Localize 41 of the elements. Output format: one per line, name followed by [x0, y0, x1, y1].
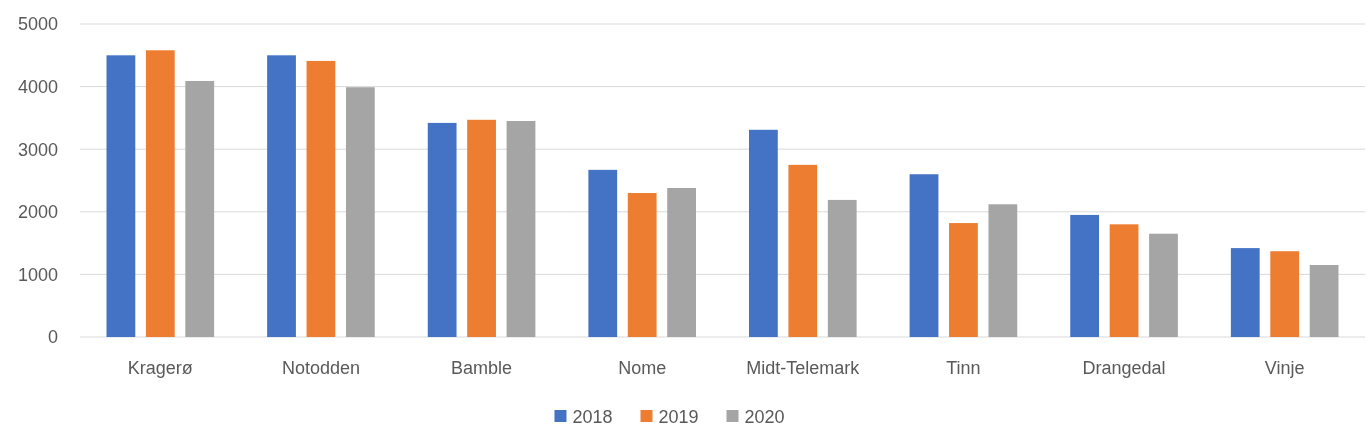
legend-label: 2019	[658, 407, 699, 428]
bar	[749, 129, 778, 337]
bar	[909, 174, 939, 337]
y-tick-label: 5000	[17, 14, 58, 35]
bar	[988, 204, 1018, 337]
bar	[1070, 214, 1100, 337]
bar	[106, 55, 136, 337]
bar	[306, 60, 336, 337]
bar	[1309, 265, 1339, 337]
bar	[588, 169, 618, 337]
bar	[788, 164, 818, 337]
x-tick-label: Bamble	[451, 358, 513, 378]
y-tick-label: 3000	[17, 139, 58, 160]
bar	[467, 119, 496, 337]
bar	[667, 188, 696, 337]
bar	[145, 50, 175, 337]
x-tick-label: Notodden	[281, 358, 360, 378]
bar	[427, 122, 457, 337]
legend-label: 2020	[744, 407, 785, 428]
bar	[1230, 248, 1260, 337]
bar	[1149, 233, 1178, 337]
bar	[1109, 224, 1139, 337]
bar	[345, 87, 375, 337]
x-tick-label: Vinje	[1264, 358, 1305, 378]
bar	[267, 55, 296, 337]
y-tick-label: 1000	[17, 264, 58, 285]
bar	[627, 193, 657, 337]
x-tick-label: Drangedal	[1082, 358, 1166, 378]
y-tick-label: 0	[47, 327, 58, 348]
y-tick-label: 4000	[17, 76, 58, 97]
x-tick-label: Nome	[618, 358, 667, 378]
x-tick-label: Midt-Telemark	[746, 358, 861, 378]
bar	[827, 199, 857, 337]
bar	[185, 80, 215, 337]
x-tick-label: Kragerø	[127, 358, 193, 378]
bar	[506, 121, 536, 337]
legend-label: 2018	[572, 407, 613, 428]
bar	[949, 223, 978, 337]
y-tick-label: 2000	[17, 202, 58, 223]
bar	[1270, 251, 1300, 337]
x-tick-label: Tinn	[946, 358, 981, 378]
